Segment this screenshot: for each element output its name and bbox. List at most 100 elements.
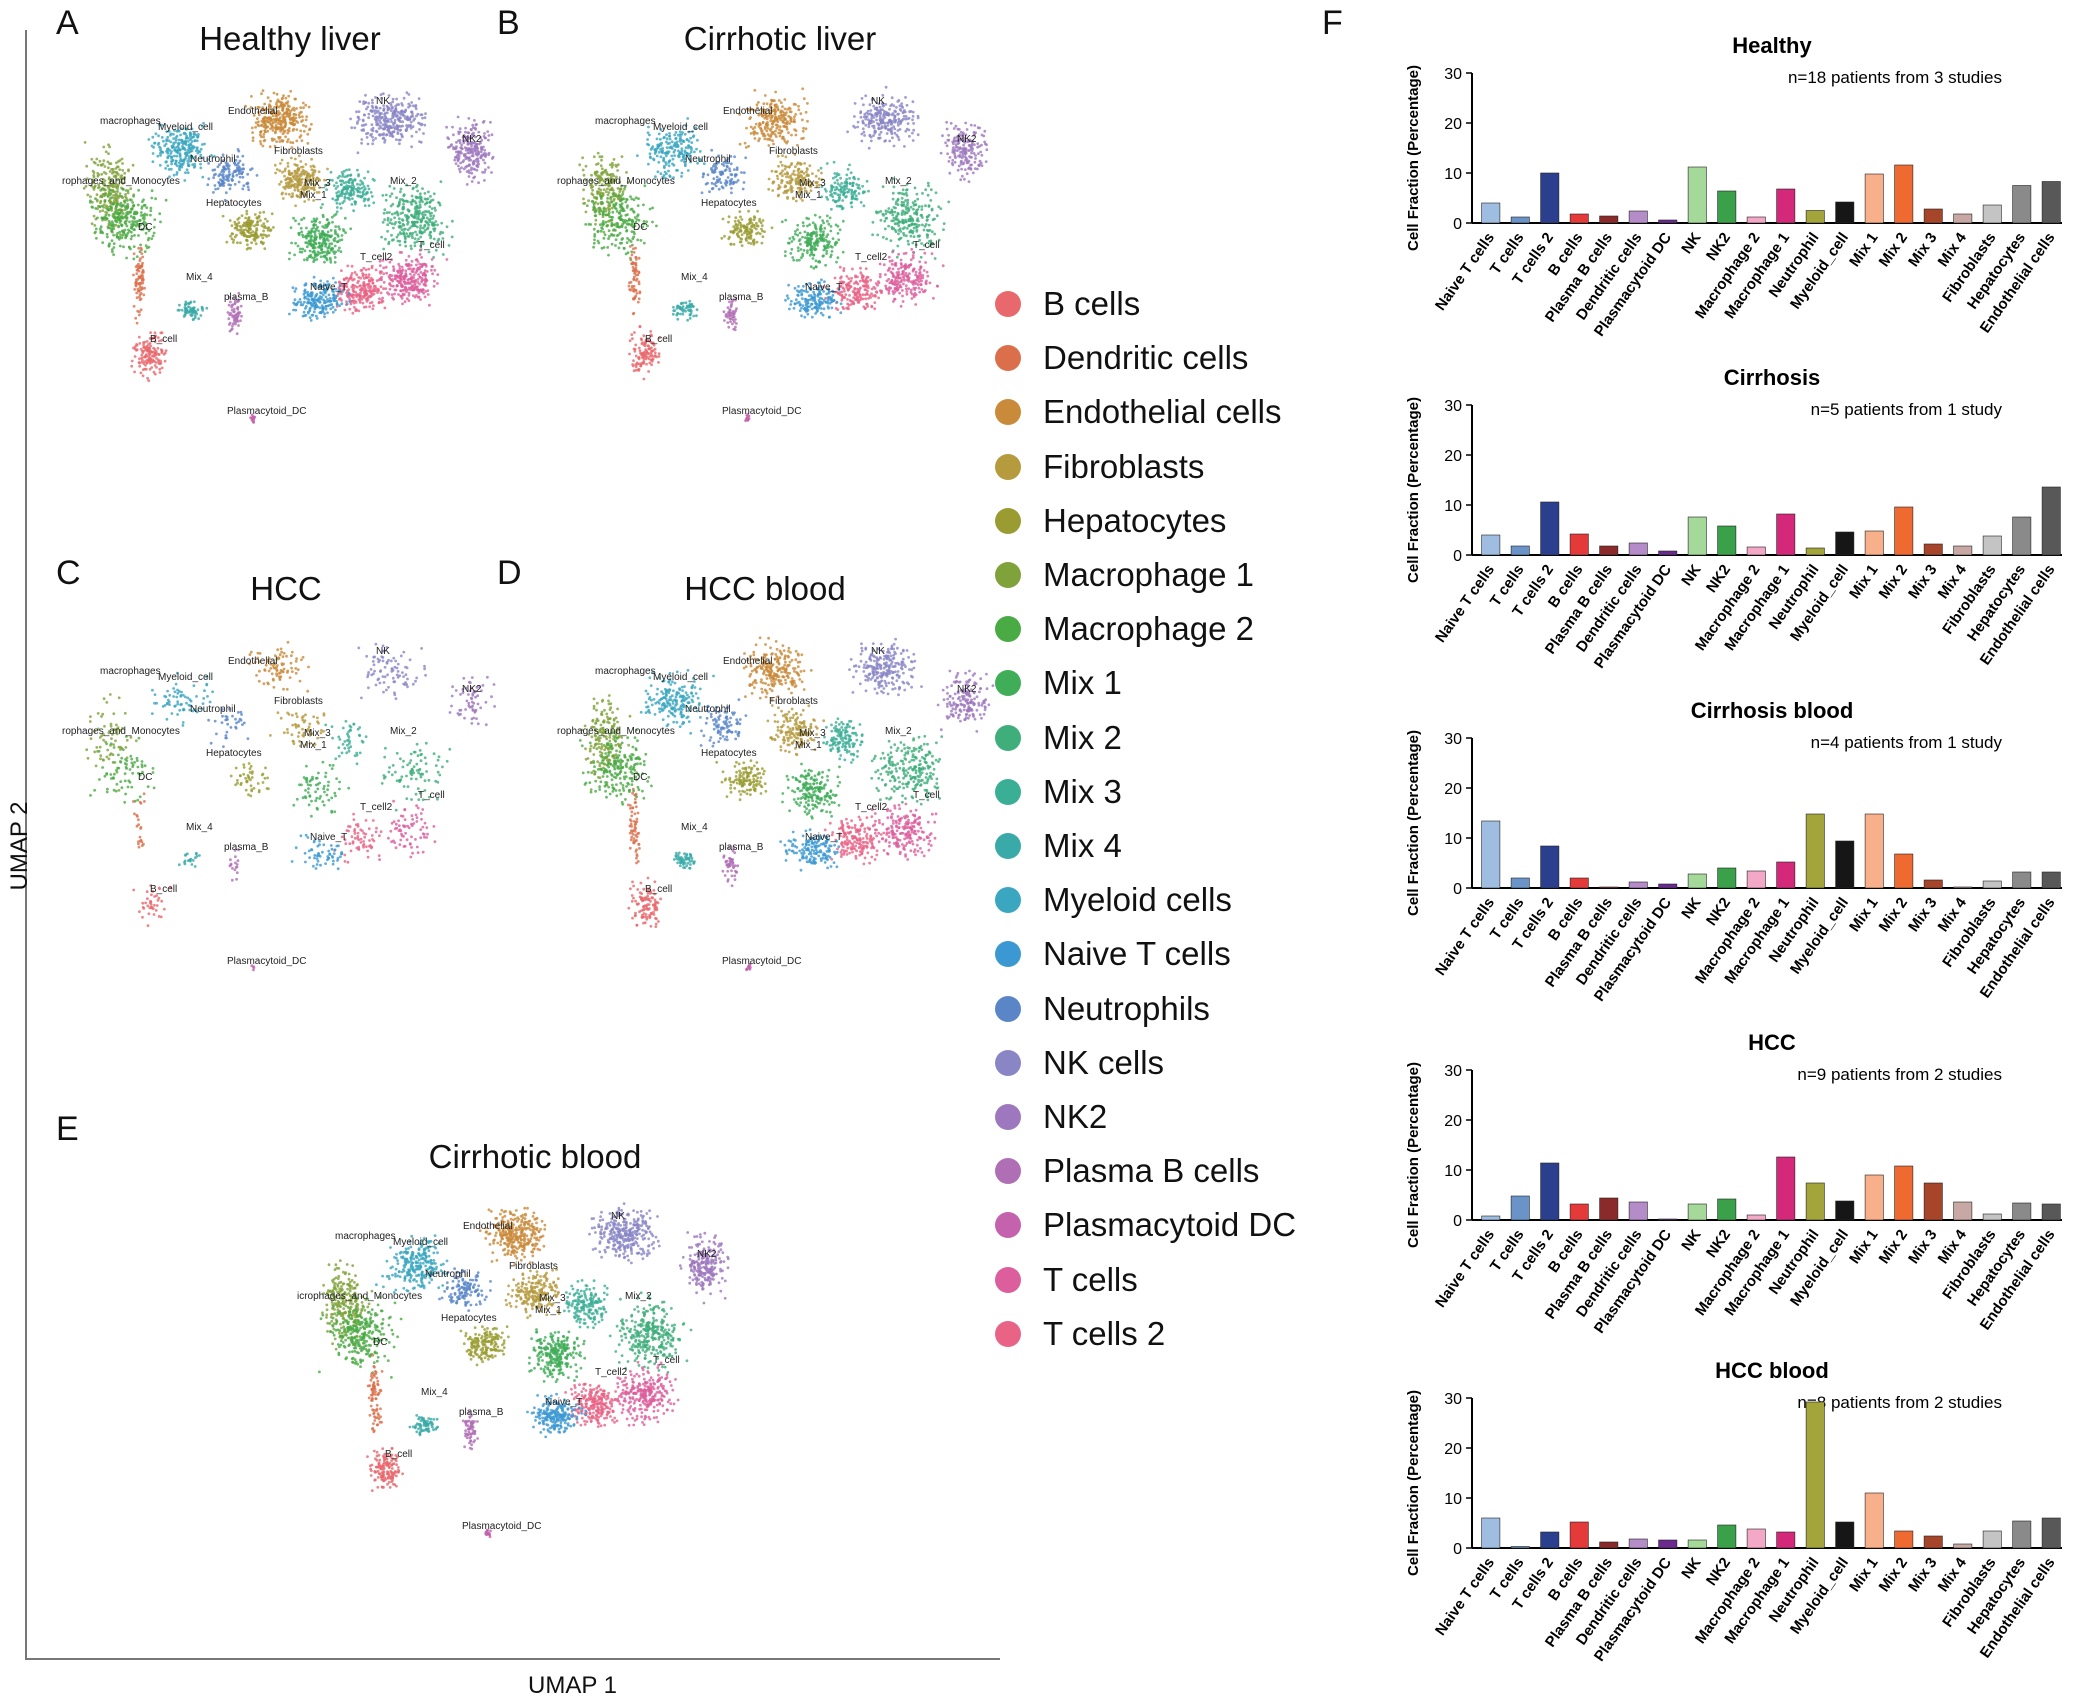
legend-label: Mix 4 — [1043, 827, 1122, 864]
bar-chart-cirrhosis: Cell Fraction (Percentage) Cirrhosis n=5 p… — [1405, 365, 2062, 672]
umap-cluster-b-cells — [130, 331, 168, 383]
bar-neutrophil — [1805, 1182, 1825, 1221]
x-tick-label: Mix 2 — [1876, 1227, 1911, 1267]
legend-label: Plasmacytoid DC — [1043, 1206, 1297, 1244]
umap-cluster-mix-1 — [287, 206, 353, 264]
umap-cluster-label: Neutrophil — [425, 1269, 471, 1280]
bar-mix-3 — [1923, 1182, 1943, 1221]
umap-cluster-nk2 — [939, 120, 989, 183]
bar-chart-healthy: Cell Fraction (Percentage) Healthy n=18 pa… — [1405, 33, 2062, 340]
umap-cluster-neutrophils — [438, 1267, 492, 1312]
umap-cluster-mix-4 — [671, 299, 699, 322]
umap-cluster-label: NK — [871, 646, 885, 657]
umap-cluster-label: plasma_B — [224, 292, 269, 303]
umap-cluster-mix-3 — [321, 168, 376, 214]
bar-plasmacytoid-dc — [1658, 1218, 1678, 1221]
bar-nk — [1687, 166, 1707, 224]
legend-swatch — [995, 562, 1021, 588]
umap-cluster-myeloid-cells — [147, 121, 216, 182]
bar-mix-2 — [1894, 1530, 1914, 1549]
umap-cluster-plasma-b-cells — [226, 291, 243, 336]
umap-cluster-label: icrophages_and_Monocytes — [297, 1291, 422, 1302]
y-tick-label: 30 — [1444, 731, 1462, 748]
bar-hepatocytes — [2012, 1202, 2032, 1221]
y-axis-label: Cell Fraction (Percentage) — [1405, 730, 1422, 916]
umap-cluster-label: Myeloid_cell — [653, 122, 708, 133]
panel-letter-d: D — [497, 554, 522, 592]
umap-cluster-plasmacytoid-dc — [745, 963, 752, 972]
bar-mix-4 — [1953, 545, 1973, 556]
legend-item-mix-3: Mix 3 — [995, 770, 1122, 814]
legend-label: Mix 3 — [1043, 772, 1122, 810]
legend-swatch — [995, 778, 1021, 805]
bar-myeloid-cell — [1835, 840, 1855, 889]
umap-cluster-endothelial-cells — [248, 640, 310, 693]
umap-cluster-label: Mix_4 — [186, 272, 213, 283]
umap-title-d: HCC blood — [684, 570, 846, 607]
umap-cluster-t-cells — [876, 247, 945, 308]
umap-cluster-naive-t-cells — [288, 275, 351, 322]
bar-neutrophil — [1805, 1401, 1825, 1549]
legend-swatch — [995, 399, 1021, 426]
umap-cluster-label: Plasmacytoid_DC — [462, 1521, 541, 1532]
legend-label: Macrophage 1 — [1043, 556, 1254, 593]
umap-cluster-plasma-b-cells — [461, 1410, 479, 1451]
x-tick-label: Mix 1 — [1846, 230, 1881, 270]
umap-cluster-label: Fibroblasts — [769, 146, 818, 157]
bar-mix-1 — [1864, 1492, 1884, 1549]
bar-mix-3 — [1923, 1535, 1943, 1549]
y-tick-label: 20 — [1444, 781, 1462, 798]
umap-cluster-neutrophils — [207, 707, 250, 748]
umap-cluster-label: Endothelial — [228, 106, 277, 117]
legend-item-mix-4: Mix 4 — [995, 824, 1122, 868]
umap-cluster-label: T_cell — [913, 240, 940, 251]
umap-cluster-label: rophages_and_Monocytes — [62, 726, 180, 737]
legend-item-nk-cells: NK cells — [995, 1041, 1164, 1085]
legend-item-t-cells: T cells — [995, 1258, 1138, 1302]
umap-cluster-label: Hepatocytes — [206, 748, 262, 759]
bar-mix-2 — [1894, 1165, 1914, 1221]
bar-dendritic-cells — [1628, 881, 1648, 889]
legend-label: Macrophage 2 — [1043, 610, 1254, 648]
umap-cluster-nk-cells — [588, 1202, 661, 1265]
legend-swatch — [995, 1212, 1021, 1239]
bar-mix-3 — [1923, 208, 1943, 224]
x-tick-label: Mix 2 — [1876, 895, 1911, 935]
bar-t-cells — [1510, 877, 1530, 889]
umap-cluster-naive-t-cells — [784, 278, 843, 319]
umap-cluster-nk2 — [678, 1231, 730, 1305]
umap-cluster-label: Mix_2 — [885, 176, 912, 187]
chart-title: Cirrhosis blood — [1691, 698, 1854, 723]
umap-cluster-mix-2 — [608, 1291, 693, 1374]
y-tick-label: 0 — [1453, 1541, 1462, 1558]
umap-cluster-label: Neutrophil — [190, 154, 236, 165]
umap-cluster-b-cells — [132, 884, 172, 928]
umap-cluster-hepatocytes — [715, 759, 768, 802]
umap-cluster-nk-cells — [848, 637, 923, 697]
legend-label: Plasma B cells — [1043, 1152, 1260, 1190]
x-tick-label: NK — [1678, 561, 1704, 589]
bar-nk — [1687, 1539, 1707, 1549]
umap-cluster-label: Fibroblasts — [769, 696, 818, 707]
panel-letter-b: B — [497, 4, 520, 42]
umap-cluster-label: Mix_4 — [421, 1387, 448, 1398]
umap-cluster-label: Mix_2 — [390, 726, 417, 737]
umap-title-a: Healthy liver — [199, 20, 381, 57]
legend-label: Endothelial cells — [1043, 393, 1282, 431]
umap-cluster-nk-cells — [846, 85, 920, 150]
umap-cluster-b-cells — [628, 325, 661, 381]
bar-macrophage-1 — [1776, 1531, 1796, 1549]
umap-cluster-label: Mix_3 — [799, 728, 826, 739]
umap-cluster-label: Mix_4 — [186, 822, 213, 833]
legend-label: Fibroblasts — [1043, 447, 1205, 485]
bar-plasma-b-cells — [1599, 1541, 1619, 1549]
umap-cluster-fibroblasts — [766, 704, 826, 757]
umap-cluster-label: macrophages — [595, 666, 656, 677]
umap-cluster-label: plasma_B — [224, 842, 269, 853]
umap-cluster-label: T_cell — [418, 240, 445, 251]
umap2-axis-label: UMAP 2 — [6, 801, 33, 891]
umap-cluster-plasmacytoid-dc — [744, 412, 751, 422]
bar-mix-1 — [1864, 1174, 1884, 1221]
